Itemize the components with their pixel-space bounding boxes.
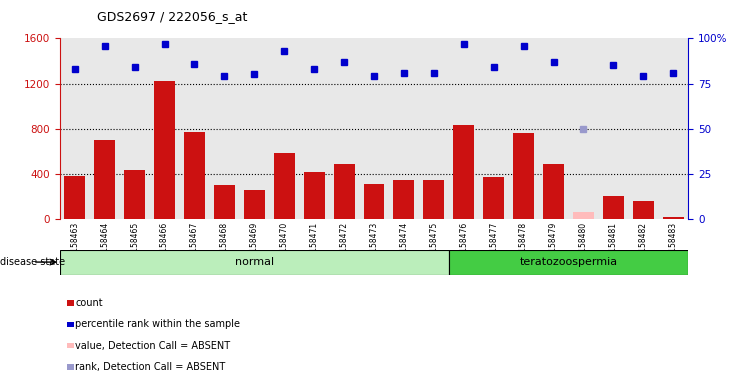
Bar [513, 133, 534, 219]
Bar [633, 201, 654, 219]
Bar [244, 190, 265, 219]
Bar [573, 212, 594, 219]
Text: value, Detection Call = ABSENT: value, Detection Call = ABSENT [75, 341, 230, 351]
Bar [274, 154, 295, 219]
Bar [449, 250, 688, 275]
Bar [124, 170, 145, 219]
Text: normal: normal [235, 257, 274, 267]
Text: teratozoospermia: teratozoospermia [519, 257, 618, 267]
Text: GDS2697 / 222056_s_at: GDS2697 / 222056_s_at [97, 10, 248, 23]
Bar [543, 164, 564, 219]
Bar [603, 196, 624, 219]
Bar [60, 250, 449, 275]
Bar [184, 132, 205, 219]
Text: disease state: disease state [0, 257, 65, 267]
Bar [64, 176, 85, 219]
Bar [214, 185, 235, 219]
Text: percentile rank within the sample: percentile rank within the sample [75, 319, 240, 329]
Text: count: count [75, 298, 102, 308]
Bar [423, 180, 444, 219]
Bar [453, 125, 474, 219]
Bar [393, 180, 414, 219]
Bar [483, 177, 504, 219]
Bar [364, 184, 384, 219]
Bar [94, 140, 115, 219]
Bar [154, 81, 175, 219]
Bar [304, 172, 325, 219]
Text: rank, Detection Call = ABSENT: rank, Detection Call = ABSENT [75, 362, 225, 372]
Bar [334, 164, 355, 219]
Bar [663, 217, 684, 219]
